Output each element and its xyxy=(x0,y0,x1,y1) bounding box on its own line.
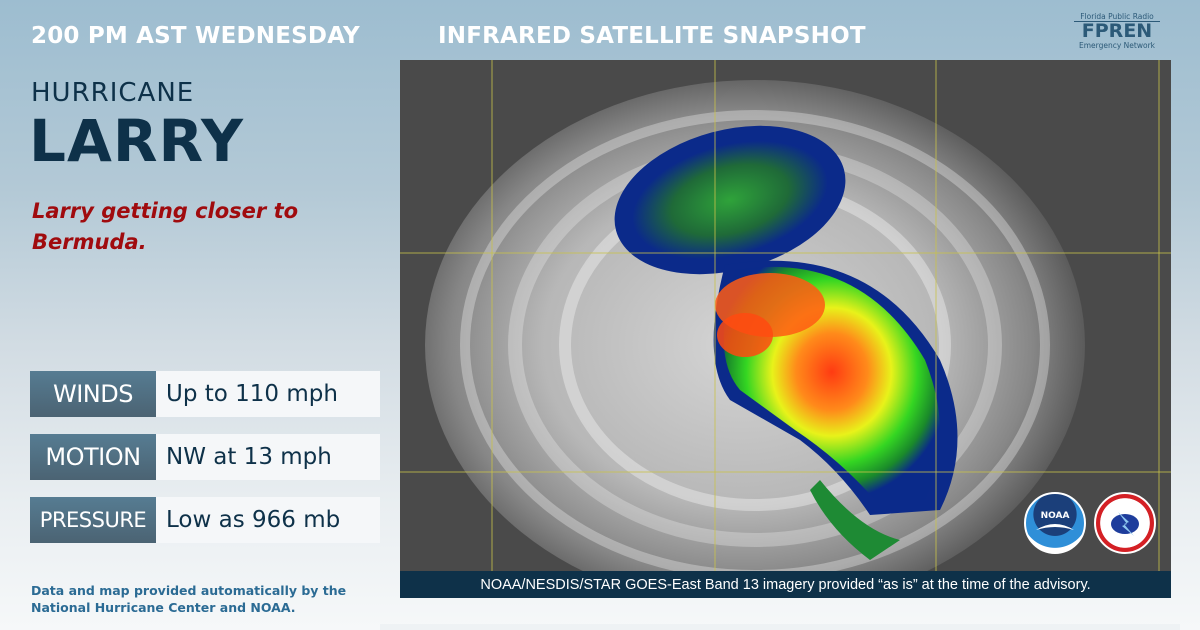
data-credit: Data and map provided automatically by t… xyxy=(31,583,347,615)
satellite-caption: NOAA/NESDIS/STAR GOES-East Band 13 image… xyxy=(400,571,1171,598)
nws-seal-icon xyxy=(1094,492,1156,554)
stat-label: PRESSURE xyxy=(30,497,156,543)
stat-value: NW at 13 mph xyxy=(156,434,380,480)
noaa-seal-icon: NOAA xyxy=(1024,492,1086,554)
stat-value: Up to 110 mph xyxy=(156,371,380,417)
svg-text:NOAA: NOAA xyxy=(1041,511,1070,521)
logo-line1: Florida Public Radio xyxy=(1080,12,1154,21)
hurricane-satellite-graphic xyxy=(400,60,1171,598)
storm-name: LARRY xyxy=(29,107,244,175)
storm-headline: Larry getting closer to Bermuda. xyxy=(32,199,299,254)
satellite-image: NOAA xyxy=(400,60,1171,598)
stat-motion: MOTION NW at 13 mph xyxy=(30,434,380,480)
logo-acronym: FPREN xyxy=(1074,21,1160,41)
logo-line3: Emergency Network xyxy=(1079,41,1155,50)
noaa-bird-icon: NOAA xyxy=(1036,511,1074,530)
storm-type: HURRICANE xyxy=(31,78,195,108)
panel-title: INFRARED SATELLITE SNAPSHOT xyxy=(438,23,866,49)
fpren-logo: Florida Public Radio FPREN Emergency Net… xyxy=(1074,12,1160,50)
bottom-strip xyxy=(380,624,1180,630)
stat-pressure: PRESSURE Low as 966 mb xyxy=(30,497,380,543)
stat-label: WINDS xyxy=(30,371,156,417)
stat-value: Low as 966 mb xyxy=(156,497,380,543)
nws-lightning-icon xyxy=(1111,512,1139,536)
stat-winds: WINDS Up to 110 mph xyxy=(30,371,380,417)
advisory-time: 200 PM AST WEDNESDAY xyxy=(31,23,360,49)
stat-label: MOTION xyxy=(30,434,156,480)
